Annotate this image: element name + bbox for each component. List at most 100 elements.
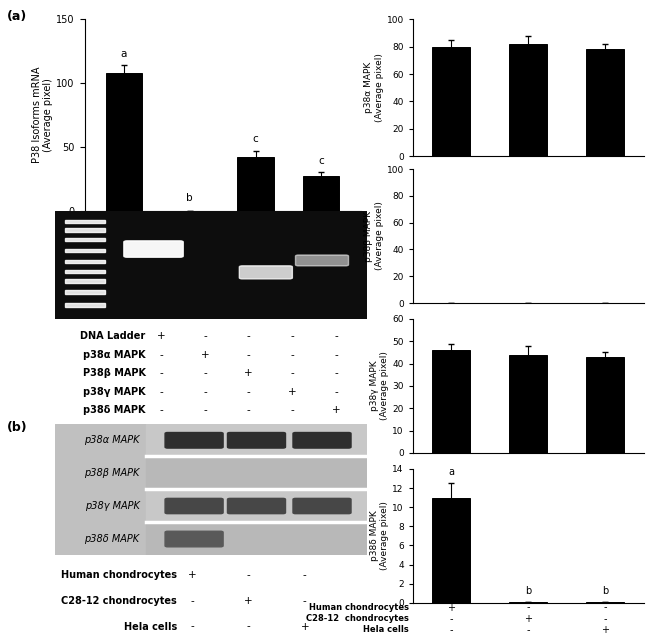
Text: P38β MAPK: P38β MAPK: [83, 369, 146, 378]
Text: -: -: [247, 570, 250, 580]
FancyBboxPatch shape: [293, 498, 351, 514]
Bar: [64, 290, 105, 293]
Bar: [303, 176, 339, 211]
Text: -: -: [303, 570, 307, 580]
Text: p38γ MAPK: p38γ MAPK: [83, 387, 146, 397]
Bar: [586, 49, 624, 156]
FancyBboxPatch shape: [165, 433, 223, 448]
Bar: [509, 602, 547, 603]
Y-axis label: p38δ MAPK
(Average pixel): p38δ MAPK (Average pixel): [370, 501, 389, 570]
Text: +: +: [524, 614, 532, 624]
Text: p38γ MAPK: p38γ MAPK: [84, 501, 140, 511]
Text: a: a: [448, 466, 454, 477]
Bar: [106, 73, 142, 211]
Bar: [146, 424, 367, 456]
Text: -: -: [334, 350, 338, 360]
Text: -: -: [603, 614, 607, 624]
Bar: [64, 228, 105, 232]
Text: +: +: [244, 596, 253, 606]
Y-axis label: P38 Isoforms mRNA
(Average pixel): P38 Isoforms mRNA (Average pixel): [32, 66, 53, 163]
Bar: [64, 270, 105, 273]
Bar: [432, 350, 471, 453]
Bar: [509, 355, 547, 453]
Text: -: -: [159, 369, 163, 378]
Text: -: -: [334, 332, 338, 341]
Text: b: b: [525, 586, 531, 596]
Bar: [64, 303, 105, 306]
Text: +: +: [157, 332, 166, 341]
Text: -: -: [159, 350, 163, 360]
FancyBboxPatch shape: [165, 498, 223, 514]
Text: Hela cells: Hela cells: [124, 621, 177, 632]
Text: -: -: [291, 406, 294, 415]
Text: a: a: [121, 48, 127, 59]
Text: c: c: [253, 134, 259, 144]
Text: +: +: [332, 406, 341, 415]
Text: -: -: [247, 387, 250, 397]
Text: b: b: [602, 586, 608, 596]
Text: Human chondrocytes: Human chondrocytes: [309, 603, 409, 612]
Bar: [586, 357, 624, 453]
Text: p38δ MAPK: p38δ MAPK: [83, 406, 146, 415]
FancyBboxPatch shape: [227, 433, 285, 448]
Bar: [64, 249, 105, 252]
Text: -: -: [247, 621, 250, 632]
FancyBboxPatch shape: [227, 498, 285, 514]
FancyBboxPatch shape: [124, 241, 183, 257]
Text: DNA Ladder: DNA Ladder: [81, 332, 146, 341]
Text: b: b: [187, 193, 193, 203]
Bar: [509, 44, 547, 156]
Text: -: -: [303, 596, 307, 606]
Text: +: +: [447, 602, 455, 612]
Text: +: +: [244, 369, 253, 378]
Bar: [64, 219, 105, 223]
Bar: [146, 523, 367, 555]
Text: (b): (b): [6, 421, 27, 434]
Y-axis label: p38α MAPK
(Average pixel): p38α MAPK (Average pixel): [364, 54, 384, 122]
FancyBboxPatch shape: [239, 266, 292, 279]
Y-axis label: p38β MAPK
(Average pixel): p38β MAPK (Average pixel): [364, 202, 384, 271]
Text: +: +: [601, 625, 609, 635]
Text: c: c: [318, 156, 324, 166]
Bar: [64, 238, 105, 241]
Text: Human chondrocytes: Human chondrocytes: [61, 570, 177, 580]
Text: C28-12  chondrocytes: C28-12 chondrocytes: [306, 614, 409, 623]
Text: (a): (a): [6, 10, 27, 22]
Bar: [586, 602, 624, 603]
Text: -: -: [203, 406, 207, 415]
Text: -: -: [291, 369, 294, 378]
Bar: [432, 498, 471, 603]
Text: -: -: [247, 332, 250, 341]
Text: -: -: [159, 406, 163, 415]
Bar: [237, 157, 274, 211]
Text: -: -: [190, 621, 194, 632]
Text: +: +: [188, 570, 197, 580]
Text: -: -: [334, 387, 338, 397]
Text: +: +: [201, 350, 209, 360]
Text: C28-12 chondrocytes: C28-12 chondrocytes: [61, 596, 177, 606]
Text: -: -: [526, 625, 530, 635]
Bar: [146, 491, 367, 522]
Text: -: -: [159, 387, 163, 397]
Text: -: -: [449, 625, 453, 635]
Text: -: -: [190, 596, 194, 606]
Text: -: -: [203, 369, 207, 378]
Text: -: -: [334, 369, 338, 378]
Text: -: -: [526, 602, 530, 612]
Bar: [64, 260, 105, 263]
Text: p38δ MAPK: p38δ MAPK: [84, 534, 140, 544]
Bar: [432, 47, 471, 156]
Text: p38α MAPK: p38α MAPK: [84, 435, 140, 445]
Text: p38β MAPK: p38β MAPK: [84, 468, 140, 478]
Text: -: -: [291, 350, 294, 360]
Text: p38α MAPK: p38α MAPK: [83, 350, 146, 360]
FancyBboxPatch shape: [296, 255, 348, 266]
Text: -: -: [291, 332, 294, 341]
Bar: [64, 279, 105, 283]
Text: +: +: [288, 387, 296, 397]
FancyBboxPatch shape: [165, 531, 223, 547]
FancyBboxPatch shape: [293, 433, 351, 448]
Text: -: -: [449, 614, 453, 624]
Text: -: -: [203, 387, 207, 397]
Text: -: -: [247, 406, 250, 415]
